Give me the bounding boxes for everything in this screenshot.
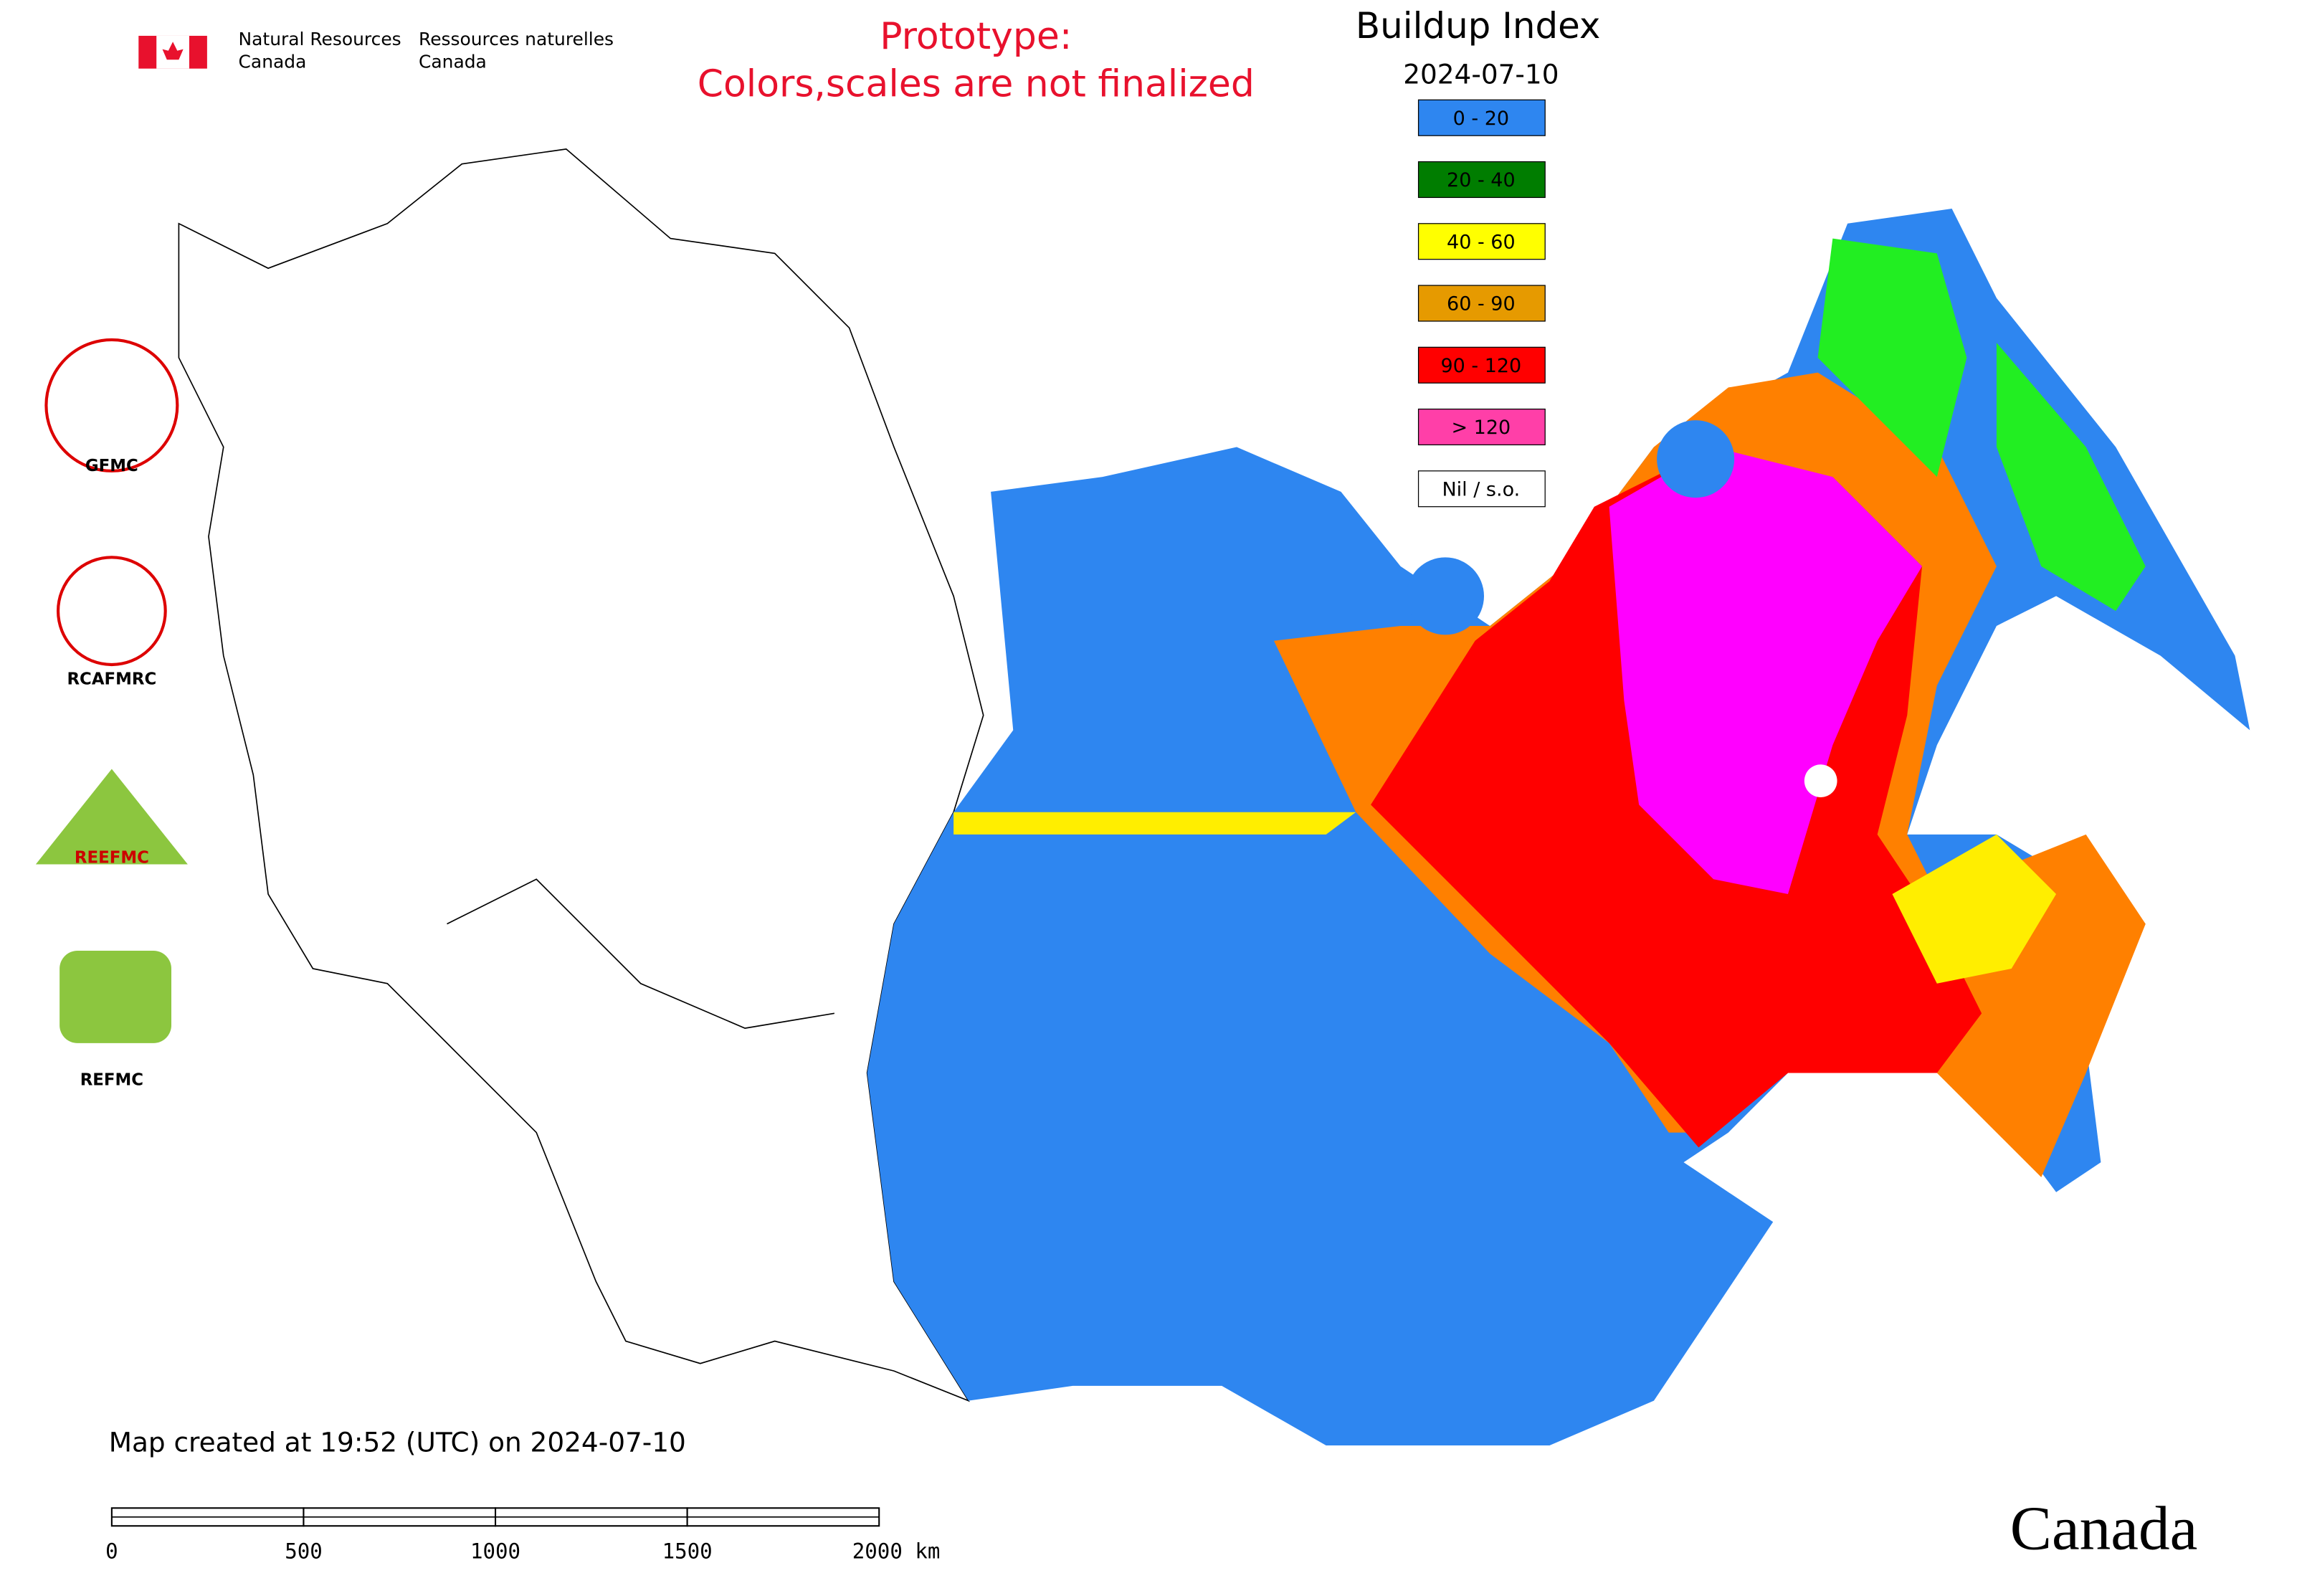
logo-label: REEFMC bbox=[75, 849, 149, 868]
legend-label: 0 - 20 bbox=[1453, 108, 1509, 130]
region-low bbox=[1657, 420, 1735, 498]
department-fr: Canada bbox=[419, 51, 487, 72]
logo-label: GFMC bbox=[85, 457, 138, 475]
logo-icon bbox=[60, 951, 172, 1043]
legend-swatch bbox=[1417, 346, 1546, 384]
scale-label: 0 bbox=[105, 1539, 118, 1564]
legend-swatch bbox=[1417, 223, 1546, 260]
logo-icon bbox=[44, 338, 179, 472]
scale-label: 500 bbox=[285, 1539, 323, 1564]
region-low bbox=[1406, 557, 1485, 635]
scale-label: 1500 bbox=[662, 1539, 713, 1564]
country-outline bbox=[178, 148, 984, 1402]
notice: Colors,scales are not finalized bbox=[698, 63, 1255, 106]
logo-label: RCAFMRC bbox=[67, 670, 156, 688]
legend-label: 90 - 120 bbox=[1440, 355, 1521, 377]
department-en: Natural Resources bbox=[239, 29, 401, 49]
department-en: Canada bbox=[239, 51, 307, 72]
flag bbox=[162, 42, 184, 60]
scale-bar: 0 500 1000 1500 2000 km bbox=[105, 1507, 941, 1564]
legend-swatch bbox=[1417, 285, 1546, 322]
legend-swatch bbox=[1417, 161, 1546, 199]
legend-swatch bbox=[1417, 99, 1546, 136]
department-fr: Ressources naturelles bbox=[419, 29, 614, 49]
fire-index-regions bbox=[867, 209, 2250, 1446]
scale-label: 2000 km bbox=[852, 1539, 941, 1564]
legend-swatch bbox=[1417, 408, 1546, 446]
region-yellow bbox=[953, 812, 2057, 984]
logo-icon bbox=[56, 556, 167, 667]
region-green bbox=[1817, 238, 2146, 612]
region-extreme bbox=[1609, 447, 1923, 895]
no-data bbox=[1804, 764, 1837, 797]
legend-swatch bbox=[1417, 470, 1546, 508]
legend: 0 - 20 20 - 40 40 - 60 60 - 90 90 - 120 > 120… bbox=[1417, 99, 1546, 508]
notice: Prototype: bbox=[880, 15, 1072, 58]
logo-label: REFMC bbox=[80, 1070, 143, 1089]
logo-icon bbox=[35, 769, 188, 865]
legend-label: Nil / s.o. bbox=[1442, 478, 1520, 500]
legend-label: 40 - 60 bbox=[1447, 231, 1516, 253]
footer-text: Map created at 19:52 (UTC) on 2024-07-10 bbox=[109, 1426, 686, 1458]
legend-label: > 120 bbox=[1451, 417, 1511, 439]
legend-label: 60 - 90 bbox=[1447, 293, 1516, 315]
legend-title: Buildup Index bbox=[1356, 5, 1601, 47]
legend-date: 2024-07-10 bbox=[1403, 59, 1559, 90]
wordmark: Canada bbox=[2010, 1493, 2198, 1563]
legend-label: 20 - 40 bbox=[1447, 169, 1516, 191]
scale-label: 1000 bbox=[470, 1539, 520, 1564]
